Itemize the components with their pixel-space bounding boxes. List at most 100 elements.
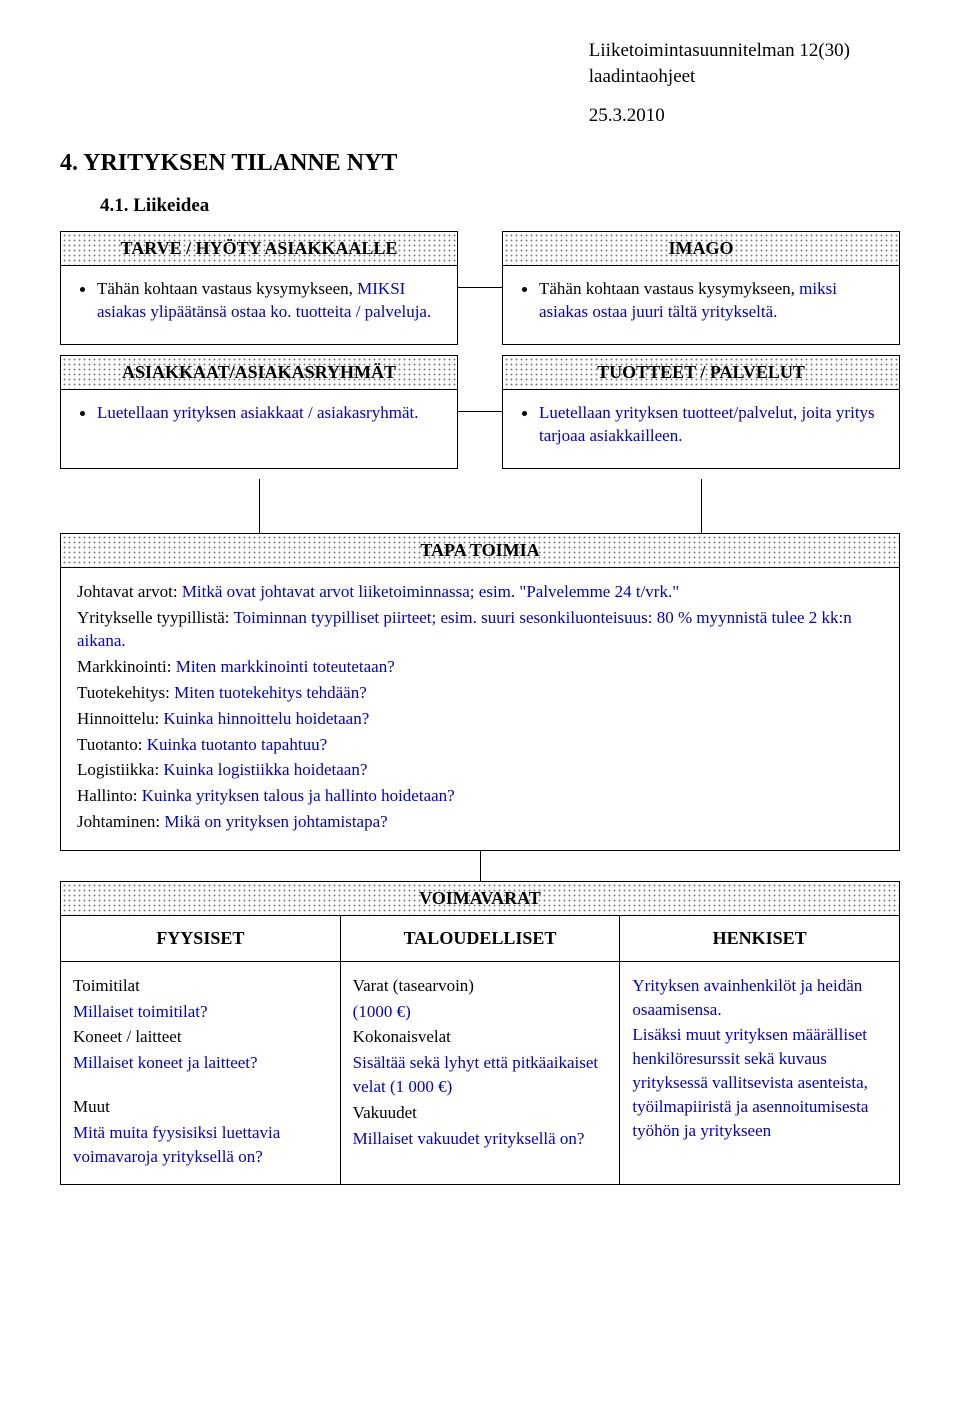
box-imago-bullet: Tähän kohtaan vastaus kysymykseen, miksi… — [539, 276, 885, 324]
vcol-henkiset-body: Yrityksen avainhenkilöt ja heidän osaami… — [620, 962, 899, 1159]
tapa-line-value: Mitkä ovat johtavat arvot liiketoiminnas… — [182, 582, 679, 601]
vcol-line-blue: (1000 €) — [353, 1002, 411, 1021]
box-tapa-title: TAPA TOIMIA — [61, 534, 899, 568]
vcol-taloudelliset: TALOUDELLISET Varat (tasearvoin) (1000 €)… — [340, 916, 620, 1185]
tapa-line-label: Johtaminen: — [77, 812, 164, 831]
doc-date: 25.3.2010 — [589, 103, 850, 129]
tapa-line-value: Kuinka yrityksen talous ja hallinto hoid… — [142, 786, 455, 805]
vcol-fyysiset: FYYSISET ToimitilatMillaiset toimitilat?… — [61, 916, 340, 1185]
tapa-line-label: Hallinto: — [77, 786, 142, 805]
vcol-line: Lisäksi muut yrityksen määrälliset henki… — [632, 1023, 887, 1142]
vcol-line: Muut — [73, 1095, 328, 1119]
tapa-line: Johtaminen: Mikä on yrityksen johtamista… — [77, 810, 883, 834]
tarve-bullet-black: Tähän kohtaan vastaus kysymykseen, — [97, 279, 357, 298]
tapa-line-label: Tuotekehitys: — [77, 683, 174, 702]
box-asiakkaat-title: ASIAKKAAT/ASIAKASRYHMÄT — [61, 356, 457, 390]
box-tuotteet-bullet: Luetellaan yrityksen tuotteet/palvelut, … — [539, 400, 885, 448]
vcol-line: Kokonaisvelat — [353, 1025, 608, 1049]
tapa-line: Tuotekehitys: Miten tuotekehitys tehdään… — [77, 681, 883, 705]
box-tapa: TAPA TOIMIA Johtavat arvot: Mitkä ovat j… — [60, 533, 900, 851]
vcol-line: Millaiset toimitilat? — [73, 1000, 328, 1024]
vcol-line: Koneet / laitteet — [73, 1025, 328, 1049]
vcol-henkiset-head: HENKISET — [620, 916, 899, 962]
box-asiakkaat: ASIAKKAAT/ASIAKASRYHMÄT Luetellaan yrity… — [60, 355, 458, 469]
vcol-line: Millaiset koneet ja laitteet? — [73, 1051, 328, 1075]
vcol-taloudelliset-body: Varat (tasearvoin) (1000 €) Kokonaisvelat S… — [341, 962, 620, 1167]
doc-title-line2: laadintaohjeet — [589, 64, 850, 90]
row-asiakkaat-tuotteet: ASIAKKAAT/ASIAKASRYHMÄT Luetellaan yrity… — [60, 355, 900, 469]
tapa-line-value: Kuinka logistiikka hoidetaan? — [163, 760, 367, 779]
vcol-line-black: Varat (tasearvoin) — [353, 976, 474, 995]
vcol-line-black: Koneet / laitteet — [73, 1027, 182, 1046]
tapa-line-label: Johtavat arvot: — [77, 582, 182, 601]
box-tuotteet: TUOTTEET / PALVELUT Luetellaan yrityksen… — [502, 355, 900, 469]
box-tuotteet-title: TUOTTEET / PALVELUT — [503, 356, 899, 390]
tapa-line: Tuotanto: Kuinka tuotanto tapahtuu? — [77, 733, 883, 757]
box-imago-title: IMAGO — [503, 232, 899, 266]
vcol-line-blue: Millaiset koneet ja laitteet? — [73, 1053, 258, 1072]
box-asiakkaat-body: Luetellaan yrityksen asiakkaat / asiakas… — [61, 390, 457, 445]
tapa-line-value: Mikä on yrityksen johtamistapa? — [164, 812, 387, 831]
tapa-line-value: Miten markkinointi toteutetaan? — [176, 657, 395, 676]
tapa-line: Yritykselle tyypillistä: Toiminnan tyypi… — [77, 606, 883, 654]
tapa-line: Hallinto: Kuinka yrityksen talous ja hal… — [77, 784, 883, 808]
box-imago: IMAGO Tähän kohtaan vastaus kysymykseen,… — [502, 231, 900, 345]
vcol-line-black: Muut — [73, 1097, 110, 1116]
vcol-line-blue: Lisäksi muut yrityksen määrälliset henki… — [632, 1025, 868, 1139]
voimavarat-columns: FYYSISET ToimitilatMillaiset toimitilat?… — [61, 916, 899, 1185]
v-line-center — [480, 851, 481, 881]
vcol-line-black: Toimitilat — [73, 976, 140, 995]
vcol-henkiset: HENKISET Yrityksen avainhenkilöt ja heid… — [619, 916, 899, 1185]
page: Liiketoimintasuunnitelman 12(30) laadint… — [0, 0, 960, 1225]
vcol-line: Varat (tasearvoin) — [353, 974, 608, 998]
vcol-line-blue: Mitä muita fyysisiksi luettavia voimavar… — [73, 1123, 280, 1166]
vcol-fyysiset-body: Toimitilat Millaiset toimitilat? Koneet / … — [61, 962, 340, 1185]
tuotteet-bullet-blue: Luetellaan yrityksen tuotteet/palvelut, … — [539, 403, 875, 445]
row-tarve-imago: TARVE / HYÖTY ASIAKKAALLE Tähän kohtaan … — [60, 231, 900, 345]
tapa-line-label: Hinnoittelu: — [77, 709, 163, 728]
box-imago-body: Tähän kohtaan vastaus kysymykseen, miksi… — [503, 266, 899, 344]
v-line-left — [259, 479, 260, 533]
box-asiakkaat-bullet: Luetellaan yrityksen asiakkaat / asiakas… — [97, 400, 443, 425]
asiakkaat-bullet-blue: Luetellaan yrityksen asiakkaat / asiakas… — [97, 403, 418, 422]
vcol-line-blue: Yrityksen avainhenkilöt ja heidän osaami… — [632, 976, 862, 1019]
doc-title-line1: Liiketoimintasuunnitelman 12(30) — [589, 38, 850, 64]
connector-h-1 — [458, 231, 502, 345]
box-tarve-body: Tähän kohtaan vastaus kysymykseen, MIKSI… — [61, 266, 457, 344]
tapa-line: Johtavat arvot: Mitkä ovat johtavat arvo… — [77, 580, 883, 604]
box-tarve: TARVE / HYÖTY ASIAKKAALLE Tähän kohtaan … — [60, 231, 458, 345]
box-tarve-bullet: Tähän kohtaan vastaus kysymykseen, MIKSI… — [97, 276, 443, 324]
vcol-line-blue: Sisältää sekä lyhyt että pitkäaikaiset v… — [353, 1053, 598, 1096]
box-voimavarat: VOIMAVARAT FYYSISET ToimitilatMillaiset … — [60, 881, 900, 1186]
box-tapa-body: Johtavat arvot: Mitkä ovat johtavat arvo… — [61, 568, 899, 850]
box-voimavarat-title: VOIMAVARAT — [61, 882, 899, 916]
tapa-line-label: Logistiikka: — [77, 760, 163, 779]
connector-h-2 — [458, 355, 502, 469]
spacer — [73, 1077, 328, 1095]
vcol-line: Vakuudet — [353, 1101, 608, 1125]
vcol-line-black: Kokonaisvelat — [353, 1027, 451, 1046]
vcol-line-blue: Millaiset vakuudet yrityksellä on? — [353, 1129, 585, 1148]
tapa-line-value: Kuinka tuotanto tapahtuu? — [147, 735, 327, 754]
vcol-line-black: Vakuudet — [353, 1103, 417, 1122]
vcol-line-blue: Millaiset toimitilat? — [73, 1002, 208, 1021]
sub-heading: 4.1. Liikeidea — [100, 195, 900, 217]
vcol-line: Millaiset vakuudet yrityksellä on? — [353, 1127, 608, 1151]
main-heading: 4. YRITYKSEN TILANNE NYT — [60, 150, 900, 177]
imago-bullet-black: Tähän kohtaan vastaus kysymykseen, — [539, 279, 799, 298]
vcol-line: Yrityksen avainhenkilöt ja heidän osaami… — [632, 974, 887, 1022]
tapa-line: Markkinointi: Miten markkinointi toteute… — [77, 655, 883, 679]
vcol-line: Toimitilat — [73, 974, 328, 998]
box-tuotteet-body: Luetellaan yrityksen tuotteet/palvelut, … — [503, 390, 899, 468]
box-tarve-title: TARVE / HYÖTY ASIAKKAALLE — [61, 232, 457, 266]
tapa-line: Hinnoittelu: Kuinka hinnoittelu hoidetaa… — [77, 707, 883, 731]
tapa-line-label: Markkinointi: — [77, 657, 176, 676]
vcol-taloudelliset-head: TALOUDELLISET — [341, 916, 620, 962]
v-connector-row-2 — [60, 851, 900, 881]
v-connector-row-1 — [60, 479, 900, 533]
vcol-line: Mitä muita fyysisiksi luettavia voimavar… — [73, 1121, 328, 1169]
tapa-line-value: Miten tuotekehitys tehdään? — [174, 683, 367, 702]
tapa-line: Logistiikka: Kuinka logistiikka hoidetaa… — [77, 758, 883, 782]
vcol-line: (1000 €) — [353, 1000, 608, 1024]
v-line-right — [701, 479, 702, 533]
